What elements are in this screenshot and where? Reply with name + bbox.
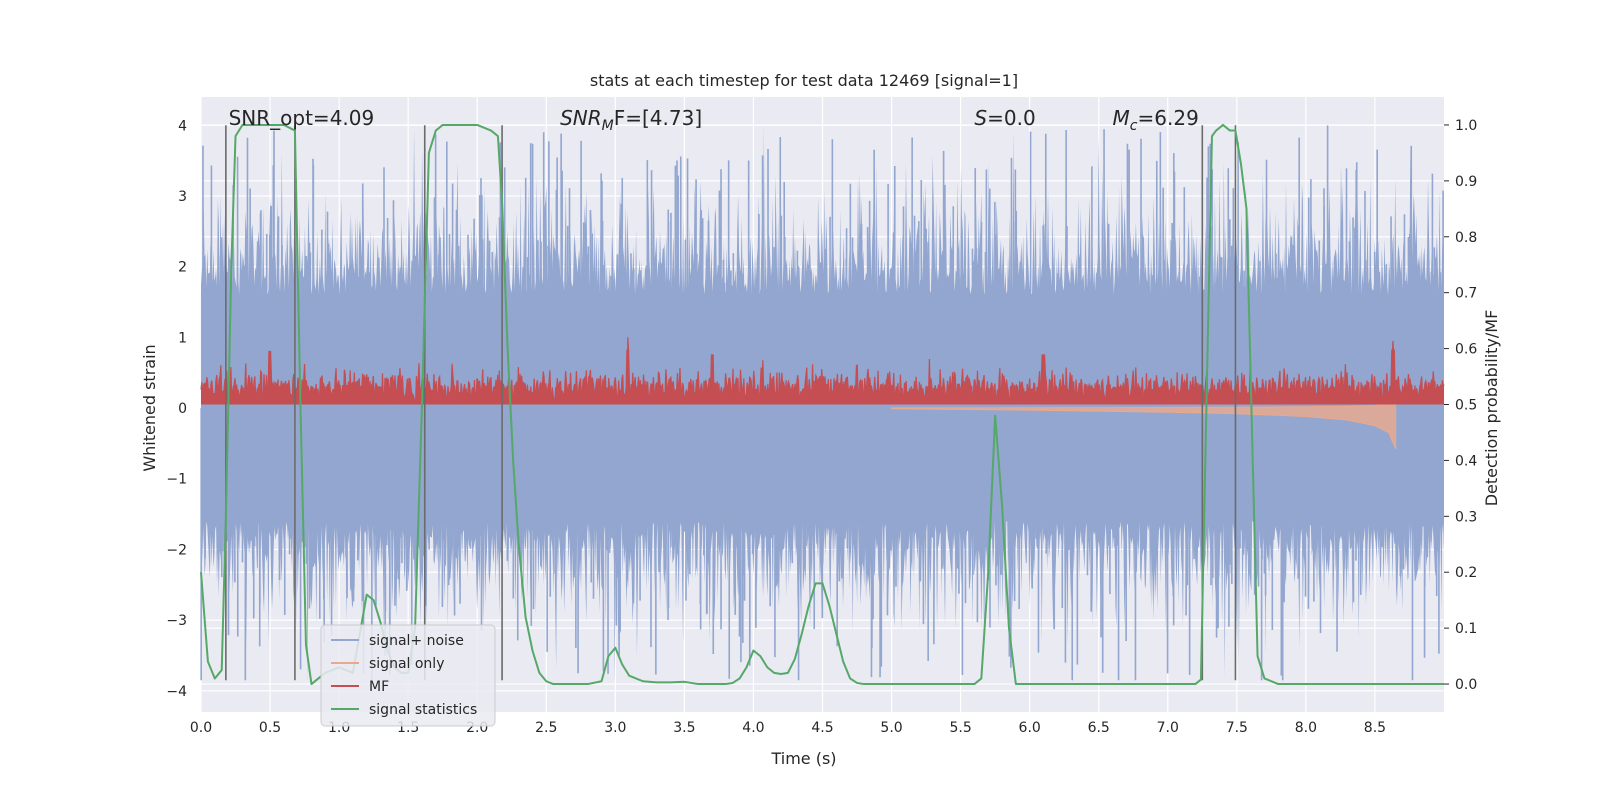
x-tick-label: 4.0 <box>742 720 764 736</box>
x-tick-label: 3.0 <box>604 720 626 736</box>
x-axis-ticks: 0.0 0.5 1.0 1.5 2.0 2.5 3.0 3.5 4.0 4.5 5.0 5.5 6.0 6… <box>190 720 1386 736</box>
x-tick-label: 8.0 <box>1295 720 1317 736</box>
y2-tick-label: 0.3 <box>1455 509 1477 525</box>
x-tick-label: 7.0 <box>1157 720 1179 736</box>
x-tick-label: 6.5 <box>1088 720 1110 736</box>
chart-title: stats at each timestep for test data 124… <box>590 71 1018 90</box>
y-axis-label: Whitened strain <box>140 344 159 471</box>
vertical-lines <box>225 125 1237 681</box>
x-tick-label: 4.5 <box>811 720 833 736</box>
x-tick-label: 0.0 <box>190 720 212 736</box>
y-tick-label: 1 <box>178 330 187 346</box>
x-tick-label: 7.5 <box>1226 720 1248 736</box>
legend-label: MF <box>369 679 389 695</box>
legend: signal+ noise signal only MF signal statist… <box>320 624 496 727</box>
y2-tick-label: 0.7 <box>1455 286 1477 302</box>
legend-label: signal statistics <box>369 702 477 718</box>
y2-tick-label: 0.8 <box>1455 230 1477 246</box>
annotation-s-stat: S=0.0 <box>974 106 1035 130</box>
y2-axis-ticks: 1.0 0.9 0.8 0.7 0.6 0.5 0.4 0.3 0.2 0.1 0.0 <box>1444 118 1477 693</box>
y2-tick-label: 1.0 <box>1455 118 1477 134</box>
y2-tick-label: 0.2 <box>1455 565 1477 581</box>
y-tick-label: 3 <box>178 189 187 205</box>
x-tick-label: 5.5 <box>949 720 971 736</box>
legend-label: signal only <box>369 656 444 672</box>
y-tick-label: 0 <box>178 401 187 417</box>
annotation-mc: Mc=6.29 <box>1113 106 1199 134</box>
mf-line <box>200 337 1445 404</box>
legend-box <box>320 624 496 727</box>
series-mf <box>200 337 1445 405</box>
y-tick-label: −2 <box>166 542 187 558</box>
y2-tick-label: 0.4 <box>1455 453 1477 469</box>
y-tick-label: −1 <box>166 472 187 488</box>
annotation-snr-opt: SNR_opt=4.09 <box>229 106 375 130</box>
x-tick-label: 5.0 <box>880 720 902 736</box>
y2-tick-label: 0.0 <box>1455 677 1477 693</box>
annotations: SNR_opt=4.09 SNRMF=[4.73] S=0.0 Mc=6.29 <box>229 106 1199 134</box>
x-tick-label: 2.5 <box>535 720 557 736</box>
annotation-snr-mf: SNRMF=[4.73] <box>560 106 702 134</box>
y-tick-label: 2 <box>178 260 187 276</box>
y2-axis-label: Detection probability/MF <box>1482 310 1501 507</box>
legend-label: signal+ noise <box>369 633 464 649</box>
y2-tick-label: 0.1 <box>1455 621 1477 637</box>
series-signal-only <box>891 401 1397 450</box>
y2-tick-label: 0.6 <box>1455 342 1477 358</box>
y-axis-ticks: 4 3 2 1 0 −1 −2 −3 −4 <box>166 118 187 700</box>
y2-tick-label: 0.9 <box>1455 174 1477 190</box>
x-tick-label: 8.5 <box>1364 720 1386 736</box>
x-axis-label: Time (s) <box>770 749 836 768</box>
x-tick-label: 3.5 <box>673 720 695 736</box>
chirp-envelope <box>891 401 1397 450</box>
y-tick-label: −4 <box>166 684 187 700</box>
noise-spikes <box>200 125 1444 681</box>
x-tick-label: 0.5 <box>259 720 281 736</box>
y2-tick-label: 0.5 <box>1455 398 1477 414</box>
x-tick-label: 6.0 <box>1019 720 1041 736</box>
y-tick-label: 4 <box>178 118 187 134</box>
y-tick-label: −3 <box>166 613 187 629</box>
